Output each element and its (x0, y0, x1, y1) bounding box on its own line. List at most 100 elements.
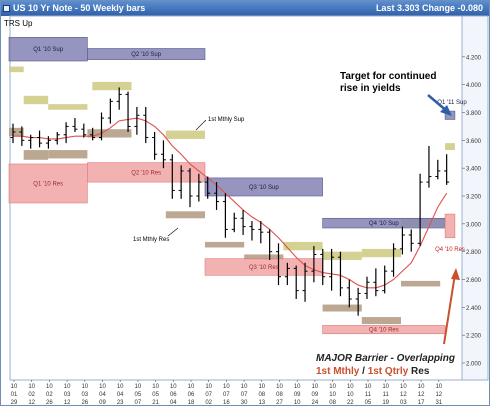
x-tick-label: 10 (435, 384, 442, 390)
y-tick-label: 3.200 (466, 195, 482, 201)
y-tick-label: 2.200 (466, 334, 482, 340)
monthly-zone (205, 241, 245, 248)
ohlc-bar (99, 112, 104, 141)
ohlc-bar (37, 130, 43, 148)
annotation-barrier-detail: 1st Mthly / 1st Qtrly Res (316, 366, 430, 377)
quarterly-zone (322, 325, 446, 335)
ohlc-bar (107, 98, 113, 124)
x-tick-label: 09 (312, 392, 319, 398)
x-tick-label: 18 (188, 400, 195, 406)
ohlc-bar (134, 106, 140, 135)
x-tick-label: 09 (294, 392, 301, 398)
x-tick-label: 26 (81, 400, 88, 406)
ohlc-bar (81, 123, 87, 138)
x-tick-label: 10 (418, 384, 425, 390)
ohlc-bar (187, 168, 193, 208)
annotation-target-line-2: rise in yields (340, 83, 401, 94)
x-tick-label: 10 (64, 384, 71, 390)
monthly-zone (283, 241, 323, 251)
x-tick-label: 10 (258, 384, 265, 390)
zones: Q1 '10 Sup Q2 '10 Sup Q1 '10 Res Q2 '10 Res… (8, 37, 467, 335)
annotation-barrier-sep: / (359, 366, 367, 377)
y-tick-label: 2.400 (466, 306, 482, 312)
ohlc-bar (63, 122, 69, 144)
last-price-status: Last 3.303 Change -0.080 (375, 3, 483, 13)
x-tick-label: 10 (312, 384, 319, 390)
ohlc-bar (54, 131, 60, 145)
ohlc-bar (160, 140, 166, 169)
annotations: 1st Mthly Sup 1st Mthly Res Target for con… (133, 71, 460, 377)
y-tick-label: 3.600 (466, 139, 482, 145)
x-tick-label: 06 (188, 392, 195, 398)
y-axis-panel (461, 15, 489, 381)
ohlc-bar (205, 176, 211, 199)
x-tick-label: 09 (99, 400, 106, 406)
y-tick-label: 2.800 (466, 250, 482, 256)
ohlc-bar (408, 229, 414, 252)
monthly-zone (48, 150, 88, 159)
y-tick-label: 3.800 (466, 111, 482, 117)
ohlc-bar (10, 123, 16, 144)
y-tick-label: 4.200 (466, 55, 482, 61)
x-tick-label: 08 (329, 400, 336, 406)
annotation-mthly-sup: 1st Mthly Sup (208, 117, 245, 123)
ohlc-bar (444, 154, 450, 185)
monthly-zone (165, 211, 205, 219)
monthly-zone (23, 95, 49, 105)
ohlc-bar (196, 173, 202, 202)
x-tick-label: 22 (347, 400, 354, 406)
x-tick-label: 10 (28, 384, 35, 390)
monthly-zone (244, 254, 284, 261)
x-tick-label: 10 (46, 384, 53, 390)
ohlc-bar (152, 131, 158, 160)
ohlc-bar (346, 279, 352, 308)
x-tick-label: 04 (170, 400, 177, 406)
x-tick-label: 02 (28, 392, 35, 398)
ohlc-bars (10, 87, 450, 316)
zone-label: Q1 '10 Res (33, 181, 63, 187)
x-tick-label: 10 (99, 384, 106, 390)
annotation-mthly-sup-pointer (195, 119, 207, 131)
monthly-zone (361, 248, 401, 258)
zone-label: Q3 '10 Res (249, 265, 279, 271)
x-tick-label: 07 (241, 392, 248, 398)
x-tick-label: 26 (46, 400, 53, 406)
x-tick-label: 02 (205, 400, 212, 406)
ohlc-bar (258, 221, 264, 244)
ohlc-bar (435, 159, 441, 180)
ohlc-bar (222, 193, 228, 238)
y-tick-label: 3.400 (466, 167, 482, 173)
ohlc-bar (373, 268, 379, 297)
ohlc-bar (240, 209, 246, 235)
ohlc-bar (276, 243, 281, 286)
ohlc-bar (302, 262, 308, 302)
monthly-zone (48, 104, 88, 110)
x-tick-label: 04 (99, 392, 106, 398)
monthly-zone (361, 317, 401, 325)
x-tick-label: 30 (241, 400, 248, 406)
y-tick-label: 2.000 (466, 362, 482, 368)
ohlc-bar (214, 182, 220, 210)
x-tick-label: 03 (64, 392, 71, 398)
ohlc-bar (399, 226, 405, 255)
x-tick-label: 10 (81, 384, 88, 390)
ohlc-bar (178, 165, 184, 199)
ohlc-bar (143, 106, 149, 144)
ohlc-bar (45, 136, 51, 149)
x-tick-label: 12 (418, 392, 425, 398)
x-tick-label: 12 (64, 400, 71, 406)
annotation-target-line-1: Target for continued (340, 71, 436, 82)
x-tick-label: 10 (329, 384, 336, 390)
x-tick-label: 10 (223, 384, 230, 390)
quarterly-zone (87, 162, 206, 183)
x-tick-label: 31 (435, 400, 442, 406)
x-tick-label: 12 (435, 392, 442, 398)
x-tick-label: 10 (241, 384, 248, 390)
y-axis: 4.200 4.000 3.800 3.600 3.400 3.200 3.000 2.800… (462, 55, 482, 368)
ohlc-bar (284, 262, 290, 286)
x-tick-label: 07 (223, 392, 230, 398)
x-tick-label: 21 (152, 400, 159, 406)
x-tick-label: 08 (258, 392, 265, 398)
ohlc-bar (382, 265, 388, 294)
x-tick-label: 05 (135, 392, 142, 398)
